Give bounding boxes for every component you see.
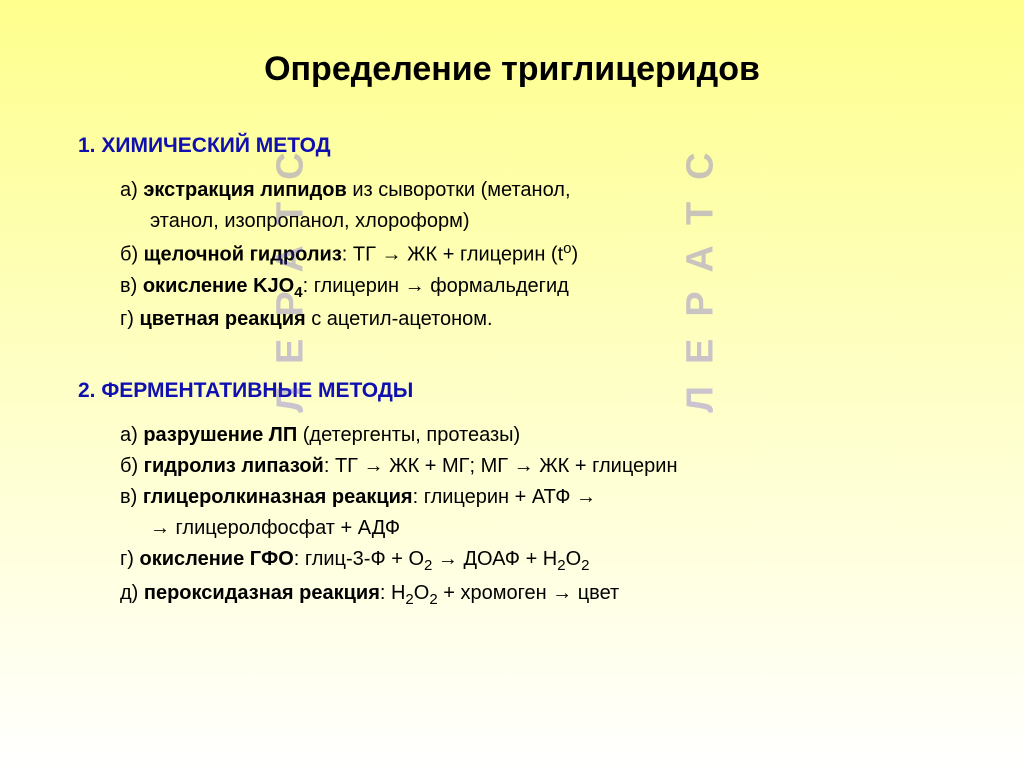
s1-c-bold: окисление KJO4 <box>143 275 303 297</box>
section2-item-e: д) пероксидазная реакция: Н2О2 + хромоге… <box>120 579 954 611</box>
s1-d-bold: цветная реакция <box>140 308 306 330</box>
s2-e-r1: : Н <box>380 582 406 604</box>
s2-e-s2: 2 <box>429 591 437 608</box>
section1-header: 1. ХИМИЧЕСКИЙ МЕТОД <box>78 134 954 158</box>
s2-e-r3: + хромоген → цвет <box>438 582 620 604</box>
s1-c-prefix: в) <box>120 275 143 297</box>
section1-item-a: а) экстракция липидов из сыворотки (мета… <box>120 176 954 205</box>
section1-item-a2: этанол, изопропанол, хлороформ) <box>120 207 954 236</box>
s2-d-r1: : глиц-3-Ф + О <box>294 548 424 570</box>
s2-c-line2: → глицеролфосфат + АДФ <box>150 514 400 543</box>
section1-item-c: в) окисление KJO4: глицерин → формальдег… <box>120 272 954 304</box>
s1-b-end: ) <box>572 244 579 266</box>
s2-c-rest: : глицерин + АТФ → <box>413 486 596 508</box>
section1-list: а) экстракция липидов из сыворотки (мета… <box>120 176 954 334</box>
s1-b-prefix: б) <box>120 244 144 266</box>
section1-item-b: б) щелочной гидролиз: ТГ → ЖК + глицерин… <box>120 238 954 270</box>
section2-item-c: в) глицеролкиназная реакция: глицерин + … <box>120 483 954 512</box>
s2-d-prefix: г) <box>120 548 140 570</box>
section1-item-d: г) цветная реакция с ацетил-ацетоном. <box>120 305 954 334</box>
s2-d-s3: 2 <box>581 557 589 574</box>
s1-b-bold: щелочной гидролиз <box>144 244 342 266</box>
section2-item-a: а) разрушение ЛП (детергенты, протеазы) <box>120 421 954 450</box>
s2-e-bold: пероксидазная реакция <box>144 582 380 604</box>
s2-e-s1: 2 <box>405 591 413 608</box>
slide-title: Определение триглицеридов <box>70 50 954 89</box>
s1-a-prefix: а) <box>120 179 143 201</box>
s1-d-prefix: г) <box>120 308 140 330</box>
s1-d-rest: с ацетил-ацетоном. <box>306 308 493 330</box>
s2-d-r3: О <box>566 548 582 570</box>
s2-b-rest: : ТГ → ЖК + МГ; МГ → ЖК + глицерин <box>324 455 678 477</box>
s2-a-prefix: а) <box>120 424 143 446</box>
s1-c-bold-txt: окисление KJO <box>143 275 294 297</box>
s1-c-sub: 4 <box>294 284 302 301</box>
s2-d-s2: 2 <box>557 557 565 574</box>
section2-header: 2. ФЕРМЕНТАТИВНЫЕ МЕТОДЫ <box>78 379 954 403</box>
s1-b-rest: : ТГ → ЖК + глицерин (t <box>342 244 563 266</box>
s2-c-bold: глицеролкиназная реакция <box>143 486 413 508</box>
section2-item-d: г) окисление ГФО: глиц-3-Ф + О 2 → ДОАФ +… <box>120 545 954 577</box>
s2-a-bold: разрушение ЛП <box>143 424 297 446</box>
s2-c-prefix: в) <box>120 486 143 508</box>
s1-c-rest: : глицерин → формальдегид <box>303 275 569 297</box>
slide-container: ЛЕРАТС ЛЕРАТС Определение триглицеридов … <box>0 0 1024 767</box>
s2-e-prefix: д) <box>120 582 144 604</box>
section2-list: а) разрушение ЛП (детергенты, протеазы) … <box>120 421 954 611</box>
s2-d-r2: → ДОАФ + Н <box>432 548 557 570</box>
section2-item-b: б) гидролиз липазой: ТГ → ЖК + МГ; МГ → … <box>120 452 954 481</box>
s2-d-bold: окисление ГФО <box>140 548 294 570</box>
s1-a-bold: экстракция липидов <box>143 179 346 201</box>
s1-b-sup: o <box>563 240 571 257</box>
s2-b-prefix: б) <box>120 455 144 477</box>
s1-a-line2: этанол, изопропанол, хлороформ) <box>150 207 470 236</box>
section2-item-c2: → глицеролфосфат + АДФ <box>120 514 954 543</box>
s2-b-bold: гидролиз липазой <box>144 455 324 477</box>
s2-a-rest: (детергенты, протеазы) <box>297 424 520 446</box>
s1-a-rest: из сыворотки (метанол, <box>347 179 571 201</box>
s2-e-r2: О <box>414 582 430 604</box>
